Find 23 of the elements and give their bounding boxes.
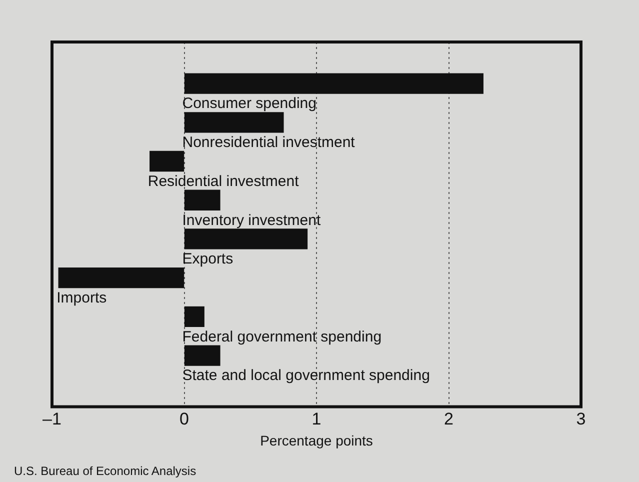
bar — [184, 345, 220, 366]
y-tick-label: State and local government spending — [182, 367, 430, 384]
bar — [150, 150, 184, 172]
text: U.S. Bureau of Economic Analysis — [14, 464, 196, 478]
x-tick-label: 1 — [312, 410, 322, 429]
x-tick-label: 0 — [180, 410, 189, 429]
bar — [58, 267, 184, 288]
bar — [184, 228, 308, 250]
x-tick-label: 3 — [576, 410, 586, 429]
y-tick-label: Nonresidential investment — [182, 134, 356, 152]
y-tick-label: Residential investment — [148, 172, 300, 190]
bar — [184, 306, 204, 328]
bar — [184, 190, 220, 210]
x-tick-label: –1 — [42, 410, 62, 429]
y-tick-label: Imports — [56, 289, 107, 306]
x-axis-title: Percentage points — [260, 432, 373, 448]
y-tick-label: Exports — [182, 250, 234, 268]
y-tick-label: Federal government spending — [182, 328, 382, 346]
y-tick-label: Consumer spending — [182, 95, 316, 112]
x-tick-label: 2 — [444, 410, 454, 429]
bar — [184, 112, 284, 133]
bar — [184, 73, 484, 94]
y-tick-label: Inventory investment — [182, 212, 322, 229]
